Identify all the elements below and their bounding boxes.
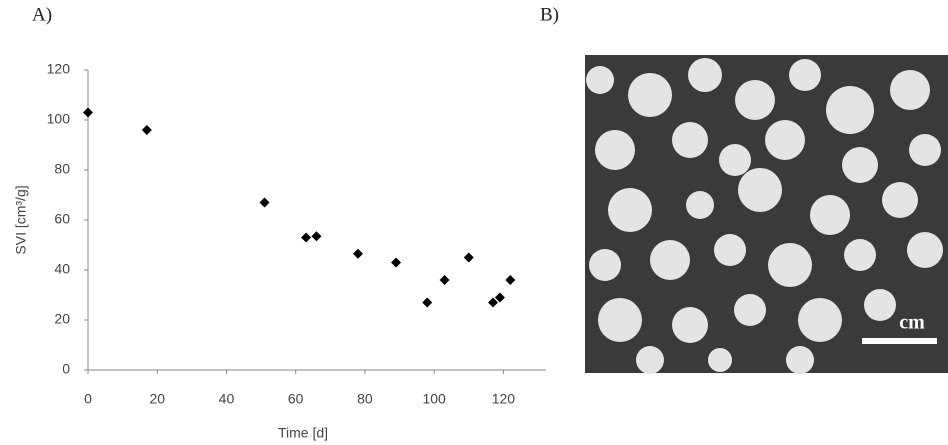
x-tick-label: 60 [288,391,304,407]
x-tick-label: 120 [492,391,516,407]
x-tick-label: 100 [422,391,446,407]
point [83,107,93,118]
x-tick-label: 80 [357,391,373,407]
point [463,252,474,263]
panel-label: A) [32,4,52,25]
y-tick-label: 80 [54,161,70,177]
x-tick-label: 20 [149,391,165,407]
x-tick-label: 0 [84,391,92,407]
panel-label: B) [540,4,559,25]
point [422,297,433,308]
point [505,275,516,285]
point [488,297,498,308]
y-tick-label: 60 [54,211,70,227]
point [311,231,322,242]
point [439,275,450,285]
x-tick-label: 40 [219,391,235,407]
y-tick-label: 120 [47,61,71,77]
y-tick-label: 40 [54,261,70,277]
scale-bar [862,338,937,344]
photo: cm [585,55,948,374]
point [301,232,312,243]
y-tick-label: 0 [62,361,70,377]
y-tick-label: 100 [47,111,71,127]
y-axis-label: SVI [cm³/g] [13,185,29,254]
scale-label: cm [899,312,925,334]
point [391,257,402,268]
point [141,125,152,135]
point [353,248,363,259]
point [494,292,505,303]
x-axis-label: Time [d] [278,425,328,441]
granules [586,58,943,374]
y-tick-label: 20 [54,311,70,327]
point [259,197,270,208]
